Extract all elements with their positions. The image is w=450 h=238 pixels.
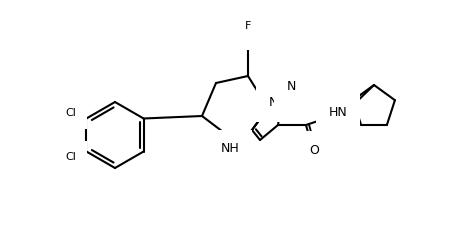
Text: Cl: Cl	[65, 153, 76, 163]
Text: HN: HN	[328, 105, 347, 119]
Text: F: F	[245, 21, 251, 31]
Text: NH: NH	[220, 143, 239, 155]
Text: N: N	[286, 80, 296, 94]
Text: F: F	[235, 29, 241, 39]
Text: O: O	[309, 144, 319, 157]
Text: Cl: Cl	[65, 108, 76, 118]
Text: N: N	[268, 96, 278, 109]
Text: F: F	[255, 29, 261, 39]
